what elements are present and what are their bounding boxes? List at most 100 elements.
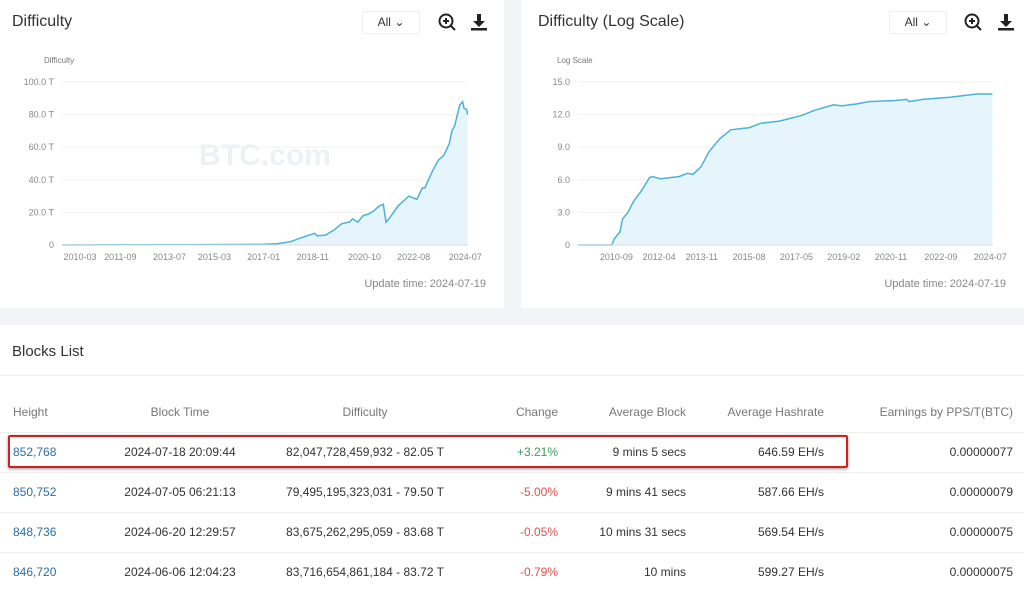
divider bbox=[0, 375, 1024, 376]
series-area bbox=[578, 94, 993, 245]
panel-title: Difficulty bbox=[12, 13, 73, 30]
average-block: 9 mins 5 secs bbox=[558, 431, 686, 472]
average-block: 10 mins bbox=[558, 551, 686, 592]
x-tick-label: 2017-05 bbox=[780, 252, 813, 262]
x-tick-label: 2018-11 bbox=[297, 252, 329, 262]
y-axis-label: Log Scale bbox=[557, 56, 593, 65]
earnings: 0.00000077 bbox=[824, 431, 1024, 472]
table-row: 852,768 2024-07-18 20:09:44 82,047,728,459… bbox=[0, 431, 1024, 472]
block-time: 2024-07-18 20:09:44 bbox=[90, 431, 270, 472]
download-icon[interactable] bbox=[996, 12, 1016, 32]
height-link[interactable]: 850,752 bbox=[13, 485, 57, 499]
range-select[interactable]: All ⌄ bbox=[889, 11, 947, 34]
x-tick-label: 2017-01 bbox=[247, 252, 280, 262]
blocks-table: Height Block Time Difficulty Change Aver… bbox=[0, 392, 1024, 592]
earnings: 0.00000079 bbox=[824, 471, 1024, 512]
difficulty: 83,716,654,861,184 - 83.72 T bbox=[270, 551, 460, 592]
average-hashrate: 646.59 EH/s bbox=[686, 431, 824, 472]
block-time: 2024-06-06 12:04:23 bbox=[90, 551, 270, 592]
average-block: 10 mins 31 secs bbox=[558, 511, 686, 552]
difficulty: 83,675,262,295,059 - 83.68 T bbox=[270, 511, 460, 552]
col-change: Change bbox=[515, 404, 558, 419]
y-tick-label: 3.0 bbox=[557, 207, 570, 217]
block-time: 2024-06-20 12:29:57 bbox=[90, 511, 270, 552]
height-link[interactable]: 846,720 bbox=[13, 565, 57, 580]
col-difficulty: Difficulty bbox=[342, 404, 388, 419]
y-tick-label: 12.0 bbox=[552, 110, 570, 120]
x-tick-label: 2013-11 bbox=[686, 252, 718, 262]
change: +3.21% bbox=[460, 431, 558, 472]
difficulty-log-chart: Log Scale 0 3.0 6.0 9.0 12.0 15.0 2010-09 2012-0… bbox=[552, 56, 1007, 262]
change: -5.00% bbox=[460, 471, 558, 512]
update-time: Update time: 2024-07-19 bbox=[364, 278, 486, 290]
y-tick-label: 15.0 bbox=[552, 77, 570, 87]
difficulty-chart: Difficulty 0 20.0 T 40.0 T 60.0 T 80.0 T 100.0… bbox=[24, 56, 482, 262]
height-link[interactable]: 852,768 bbox=[13, 445, 57, 459]
y-tick-label: 0 bbox=[49, 240, 54, 250]
x-tick-label: 2012-04 bbox=[643, 252, 676, 262]
range-select[interactable]: All ⌄ bbox=[362, 11, 420, 34]
x-tick-label: 2010-09 bbox=[600, 252, 633, 262]
update-time: Update time: 2024-07-19 bbox=[884, 278, 1006, 290]
average-hashrate: 587.66 EH/s bbox=[686, 471, 824, 512]
difficulty-log-panel: Difficulty (Log Scale) All ⌄ Log Scale 0 3… bbox=[521, 0, 1024, 308]
x-tick-label: 2015-03 bbox=[198, 252, 231, 262]
zoom-in-icon[interactable] bbox=[963, 12, 983, 32]
y-tick-label: 80.0 T bbox=[29, 110, 55, 120]
col-average-block: Average Block bbox=[608, 404, 686, 419]
difficulty-panel: Difficulty All ⌄ Difficulty 0 20.0 T 40.0 T… bbox=[0, 0, 504, 308]
change: -0.79% bbox=[460, 551, 558, 592]
table-row: 848,736 2024-06-20 12:29:57 83,675,262,295… bbox=[0, 511, 1024, 552]
x-tick-label: 2010-03 bbox=[63, 252, 96, 262]
panel-title: Difficulty (Log Scale) bbox=[538, 13, 685, 30]
highlight-box bbox=[8, 435, 848, 468]
earnings: 0.00000075 bbox=[824, 551, 1024, 592]
x-tick-label: 2015-08 bbox=[733, 252, 766, 262]
table-header: Height Block Time Difficulty Change Aver… bbox=[0, 392, 1024, 432]
x-tick-label: 2024-07 bbox=[974, 252, 1007, 262]
x-tick-label: 2019-02 bbox=[827, 252, 860, 262]
x-tick-label: 2022-09 bbox=[924, 252, 957, 262]
x-tick-label: 2022-08 bbox=[397, 252, 430, 262]
x-tick-label: 2013-07 bbox=[153, 252, 186, 262]
average-block: 9 mins 41 secs bbox=[558, 471, 686, 512]
download-icon[interactable] bbox=[469, 12, 489, 32]
earnings: 0.00000075 bbox=[824, 511, 1024, 552]
height-link[interactable]: 848,736 bbox=[13, 525, 57, 539]
block-time: 2024-07-05 06:21:13 bbox=[90, 471, 270, 512]
y-tick-label: 20.0 T bbox=[29, 207, 55, 217]
x-tick-label: 2024-07 bbox=[449, 252, 482, 262]
watermark: BTC.com bbox=[199, 139, 331, 172]
y-axis-label: Difficulty bbox=[44, 56, 74, 65]
series-line bbox=[61, 99, 469, 246]
col-average-hashrate: Average Hashrate bbox=[727, 404, 824, 419]
change: -0.05% bbox=[460, 511, 558, 552]
col-height: Height bbox=[13, 404, 48, 419]
y-tick-label: 60.0 T bbox=[29, 142, 55, 152]
range-value: All bbox=[904, 15, 918, 29]
y-tick-label: 40.0 T bbox=[29, 175, 55, 185]
y-tick-label: 100.0 T bbox=[24, 77, 55, 87]
col-block-time: Block Time bbox=[150, 404, 210, 419]
chevron-down-icon: ⌄ bbox=[394, 15, 405, 29]
chevron-down-icon: ⌄ bbox=[921, 15, 932, 29]
y-tick-label: 0 bbox=[565, 240, 570, 250]
range-value: All bbox=[377, 15, 391, 29]
y-tick-label: 6.0 bbox=[557, 175, 570, 185]
difficulty: 79,495,195,323,031 - 79.50 T bbox=[270, 471, 460, 512]
col-earnings: Earnings by PPS/T(BTC) bbox=[879, 404, 1013, 419]
x-tick-label: 2011-09 bbox=[104, 252, 136, 262]
y-tick-label: 9.0 bbox=[557, 142, 570, 152]
blocks-list-title: Blocks List bbox=[12, 343, 84, 360]
x-tick-label: 2020-11 bbox=[875, 252, 907, 262]
table-row: 850,752 2024-07-05 06:21:13 79,495,195,323… bbox=[0, 471, 1024, 512]
x-tick-label: 2020-10 bbox=[348, 252, 381, 262]
table-row: 846,720 2024-06-06 12:04:23 83,716,654,861… bbox=[0, 551, 1024, 592]
difficulty: 82,047,728,459,932 - 82.05 T bbox=[270, 431, 460, 472]
average-hashrate: 599.27 EH/s bbox=[686, 551, 824, 592]
blocks-list-panel: Blocks List Height Block Time Difficulty… bbox=[0, 325, 1024, 594]
average-hashrate: 569.54 EH/s bbox=[686, 511, 824, 552]
zoom-in-icon[interactable] bbox=[437, 12, 457, 32]
series-line bbox=[578, 93, 993, 246]
series-area bbox=[62, 101, 468, 245]
